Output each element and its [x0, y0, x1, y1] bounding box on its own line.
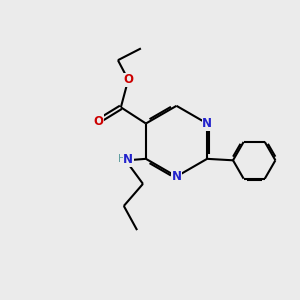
Text: O: O	[93, 115, 103, 128]
Text: O: O	[123, 74, 133, 86]
Text: N: N	[172, 170, 182, 183]
Text: H: H	[118, 154, 126, 164]
Text: N: N	[123, 153, 133, 166]
Text: N: N	[202, 117, 212, 130]
